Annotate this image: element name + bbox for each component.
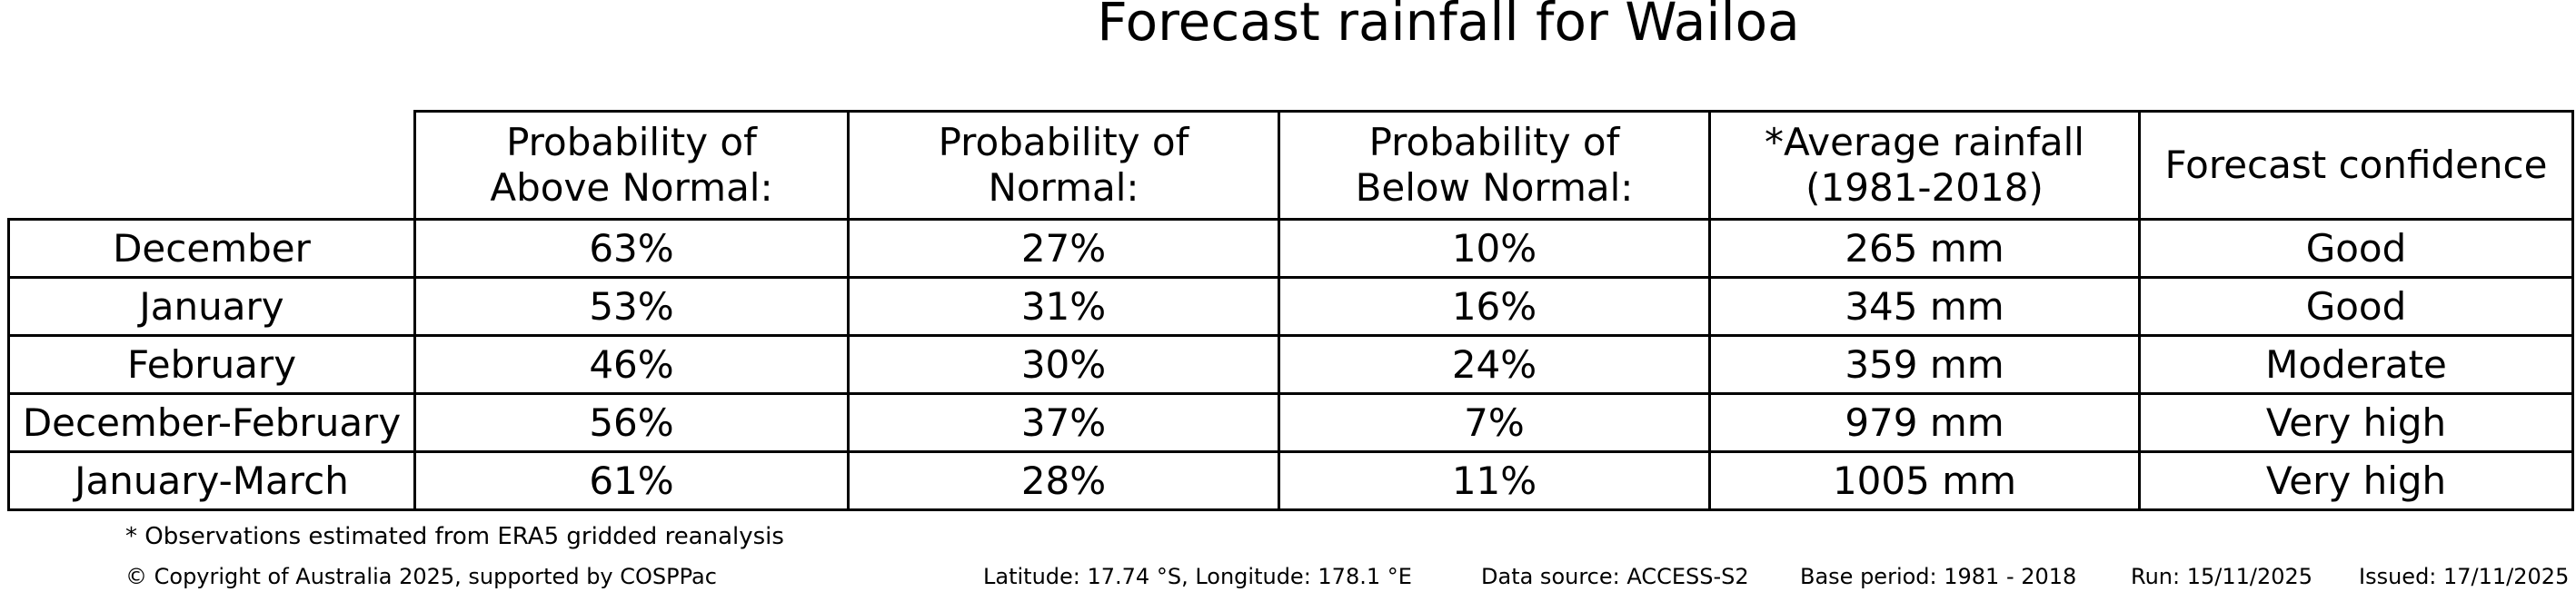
- cell-confidence: Good: [2138, 218, 2574, 279]
- cell-below-normal: 11%: [1278, 450, 1711, 511]
- base-period-text: Base period: 1981 - 2018: [1800, 564, 2077, 589]
- cell-above-normal: 53%: [413, 276, 850, 337]
- data-source-text: Data source: ACCESS-S2: [1481, 564, 1749, 589]
- cell-below-normal: 7%: [1278, 392, 1711, 453]
- row-label: January-March: [7, 450, 416, 511]
- table-row-january-march: January-March 61% 28% 11% 1005 mm Very h…: [7, 450, 2574, 511]
- header-line: Forecast confidence: [2164, 143, 2548, 187]
- cell-below-normal: 10%: [1278, 218, 1711, 279]
- row-label: January: [7, 276, 416, 337]
- cell-above-normal: 61%: [413, 450, 850, 511]
- cell-confidence: Moderate: [2138, 334, 2574, 395]
- cell-average-rainfall: 979 mm: [1708, 392, 2141, 453]
- header-line: Below Normal:: [1355, 165, 1634, 210]
- cell-above-normal: 46%: [413, 334, 850, 395]
- header-line: Above Normal:: [490, 165, 773, 210]
- cell-normal: 31%: [847, 276, 1280, 337]
- header-line: Normal:: [988, 165, 1139, 210]
- issued-date-text: Issued: 17/11/2025: [2359, 564, 2570, 589]
- header-line: Probability of: [506, 120, 757, 164]
- copyright-text: © Copyright of Australia 2025, supported…: [125, 564, 717, 589]
- header-forecast-confidence: Forecast confidence: [2138, 110, 2574, 221]
- cell-normal: 37%: [847, 392, 1280, 453]
- table-header-row: Probability of Above Normal: Probability…: [9, 110, 2574, 221]
- page-title: Forecast rainfall for Wailoa: [1097, 0, 1800, 53]
- header-line: (1981-2018): [1805, 165, 2044, 210]
- forecast-table: Probability of Above Normal: Probability…: [7, 110, 2574, 511]
- corner-cell: [9, 112, 415, 220]
- cell-normal: 27%: [847, 218, 1280, 279]
- lat-long-text: Latitude: 17.74 °S, Longitude: 178.1 °E: [983, 564, 1412, 589]
- table-row-december: December 63% 27% 10% 265 mm Good: [7, 218, 2574, 279]
- header-below-normal: Probability of Below Normal:: [1278, 110, 1711, 221]
- cell-confidence: Very high: [2138, 392, 2574, 453]
- header-above-normal: Probability of Above Normal:: [413, 110, 850, 221]
- header-line: Probability of: [938, 120, 1189, 164]
- run-date-text: Run: 15/11/2025: [2131, 564, 2313, 589]
- header-line: *Average rainfall: [1765, 120, 2084, 164]
- cell-normal: 30%: [847, 334, 1280, 395]
- cell-below-normal: 16%: [1278, 276, 1711, 337]
- cell-above-normal: 56%: [413, 392, 850, 453]
- cell-above-normal: 63%: [413, 218, 850, 279]
- row-label: December-February: [7, 392, 416, 453]
- cell-below-normal: 24%: [1278, 334, 1711, 395]
- cell-average-rainfall: 359 mm: [1708, 334, 2141, 395]
- cell-average-rainfall: 345 mm: [1708, 276, 2141, 337]
- footnote: * Observations estimated from ERA5 gridd…: [125, 523, 784, 550]
- table-row-december-february: December-February 56% 37% 7% 979 mm Very…: [7, 392, 2574, 453]
- cell-confidence: Very high: [2138, 450, 2574, 511]
- cell-confidence: Good: [2138, 276, 2574, 337]
- header-normal: Probability of Normal:: [847, 110, 1280, 221]
- header-average-rainfall: *Average rainfall (1981-2018): [1708, 110, 2141, 221]
- header-line: Probability of: [1368, 120, 1620, 164]
- table-row-february: February 46% 30% 24% 359 mm Moderate: [7, 334, 2574, 395]
- row-label: February: [7, 334, 416, 395]
- cell-average-rainfall: 265 mm: [1708, 218, 2141, 279]
- row-label: December: [7, 218, 416, 279]
- table-row-january: January 53% 31% 16% 345 mm Good: [7, 276, 2574, 337]
- cell-normal: 28%: [847, 450, 1280, 511]
- cell-average-rainfall: 1005 mm: [1708, 450, 2141, 511]
